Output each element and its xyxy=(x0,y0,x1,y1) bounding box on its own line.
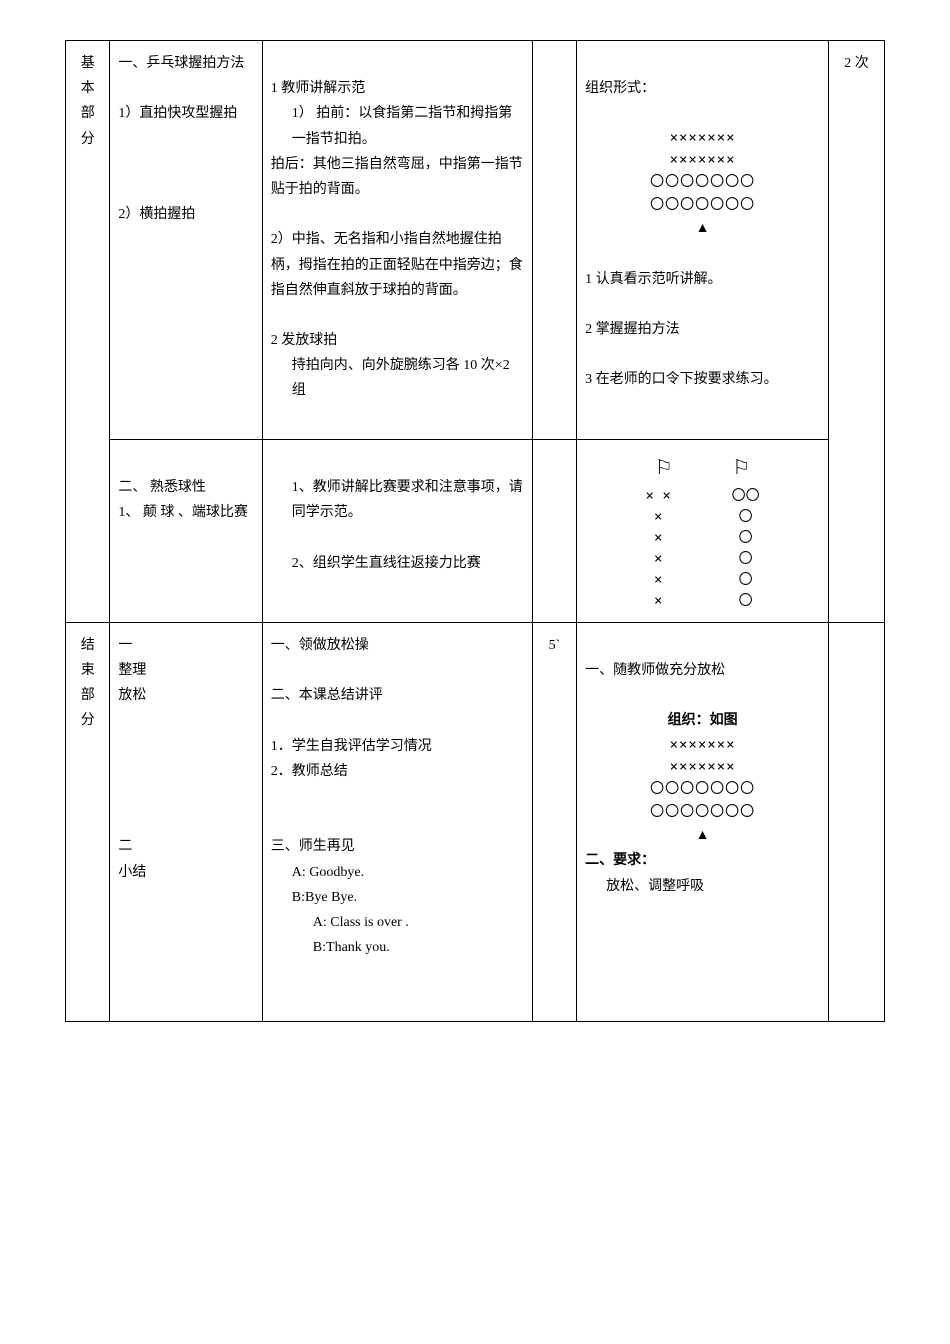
dialogue-line: B:Bye Bye. xyxy=(271,885,524,910)
requirement-item: 2 掌握握拍方法 xyxy=(585,317,820,342)
activity-sub: 2）中指、无名指和小指自然地握住拍柄，拇指在拍的正面轻贴在中指旁边；食指自然伸直… xyxy=(271,227,524,303)
time-cell xyxy=(532,41,576,440)
table-row: 二、 熟悉球性 1、 颠 球 、端球比赛 1、教师讲解比赛要求和注意事项，请同学… xyxy=(66,439,885,622)
section-label-end: 结 束 部 分 xyxy=(66,622,110,1021)
section-label-basic: 基 本 部 分 xyxy=(66,41,110,623)
content-item: 2）横拍握拍 xyxy=(118,202,253,227)
formation-o-row: 〇〇〇〇〇〇〇 xyxy=(585,801,820,823)
label-char: 分 xyxy=(74,127,101,152)
formation-o-row: 〇〇〇〇〇〇〇 xyxy=(585,778,820,800)
activity-paragraph: 1、教师讲解比赛要求和注意事项，请同学示范。 xyxy=(271,475,524,525)
student-activity-cell: 一、随教师做充分放松 组织：如图 ××××××× ××××××× 〇〇〇〇〇〇〇… xyxy=(577,622,829,1021)
activity-heading: 2 发放球拍 xyxy=(271,328,524,353)
content-item: 整理 xyxy=(118,658,253,683)
block-label: 二 xyxy=(118,834,253,859)
requirement-item: 3 在老师的口令下按要求练习。 xyxy=(585,367,820,392)
teacher-activity-cell: 一、领做放松操 二、本课总结讲评 1．学生自我评估学习情况 2．教师总结 三、师… xyxy=(262,622,532,1021)
dialogue-line: A: Class is over . xyxy=(271,910,524,935)
activity-heading: 1 教师讲解示范 xyxy=(271,76,524,101)
repeat-count: 2 次 xyxy=(844,56,869,71)
student-activity-cell: 组织形式： ××××××× ××××××× 〇〇〇〇〇〇〇 〇〇〇〇〇〇〇 ▲ … xyxy=(577,41,829,440)
relay-mark: 〇 xyxy=(732,570,760,591)
content-name-cell: 一、乒乓球握拍方法 1）直拍快攻型握拍 2）横拍握拍 xyxy=(110,41,262,440)
org-label: 组织：如图 xyxy=(585,708,820,733)
relay-left-col: × × × × × × × xyxy=(646,486,671,612)
requirement-item: 放松、调整呼吸 xyxy=(585,874,820,899)
activity-heading: 二、本课总结讲评 xyxy=(271,683,524,708)
time-cell xyxy=(532,439,576,622)
content-item: 放松 xyxy=(118,683,253,708)
teacher-activity-cell: 1、教师讲解比赛要求和注意事项，请同学示范。 2、组织学生直线往返接力比赛 xyxy=(262,439,532,622)
label-char: 分 xyxy=(74,708,101,733)
label-char: 本 xyxy=(74,76,101,101)
label-char: 结 xyxy=(74,633,101,658)
formation-x-row: ××××××× xyxy=(585,734,820,756)
content-item: 1、 颠 球 、端球比赛 xyxy=(118,500,253,525)
flag-icon: ⚐ xyxy=(732,450,750,486)
content-name-cell: 一 整理 放松 二 小结 xyxy=(110,622,262,1021)
lesson-plan-table: 基 本 部 分 一、乒乓球握拍方法 1）直拍快攻型握拍 2）横拍握拍 1 教师讲… xyxy=(65,40,885,1022)
flag-row: ⚐ ⚐ xyxy=(585,450,820,486)
activity-paragraph: 2、组织学生直线往返接力比赛 xyxy=(271,551,524,576)
time-value: 5` xyxy=(549,638,561,653)
activity-item: 1．学生自我评估学习情况 xyxy=(271,734,524,759)
relay-mark: × xyxy=(646,528,671,549)
dialogue-line: B:Thank you. xyxy=(271,935,524,960)
activity-sub: 1） 拍前：以食指第二指节和拇指第一指节扣拍。 xyxy=(271,101,524,151)
teacher-marker-icon: ▲ xyxy=(585,823,820,848)
label-char: 部 xyxy=(74,683,101,708)
label-char: 部 xyxy=(74,101,101,126)
relay-diagram: × × × × × × × 〇〇 〇 〇 〇 〇 〇 xyxy=(585,486,820,612)
student-heading: 一、随教师做充分放松 xyxy=(585,658,820,683)
time-cell: 5` xyxy=(532,622,576,1021)
activity-heading: 一、领做放松操 xyxy=(271,633,524,658)
student-activity-cell: ⚐ ⚐ × × × × × × × 〇〇 〇 〇 〇 〇 〇 xyxy=(577,439,829,622)
repeat-count-cell: 2 次 xyxy=(829,41,885,623)
content-item: 小结 xyxy=(118,860,253,885)
content-item: 1）直拍快攻型握拍 xyxy=(118,101,253,126)
flag-icon: ⚐ xyxy=(655,450,673,486)
relay-mark: 〇 xyxy=(732,507,760,528)
repeat-count-cell xyxy=(829,622,885,1021)
relay-mark: × xyxy=(646,591,671,612)
formation-o-row: 〇〇〇〇〇〇〇 xyxy=(585,194,820,216)
relay-top: 〇〇 xyxy=(732,486,760,507)
org-title: 组织形式： xyxy=(585,76,820,101)
table-row: 基 本 部 分 一、乒乓球握拍方法 1）直拍快攻型握拍 2）横拍握拍 1 教师讲… xyxy=(66,41,885,440)
relay-mark: × xyxy=(646,570,671,591)
activity-sub: 拍后：其他三指自然弯屈，中指第一指节贴于拍的背面。 xyxy=(271,152,524,202)
relay-top: × × xyxy=(646,486,671,507)
relay-mark: × xyxy=(646,549,671,570)
relay-mark: 〇 xyxy=(732,549,760,570)
activity-heading: 三、师生再见 xyxy=(271,834,524,859)
relay-mark: 〇 xyxy=(732,591,760,612)
formation-o-row: 〇〇〇〇〇〇〇 xyxy=(585,171,820,193)
requirement-item: 1 认真看示范听讲解。 xyxy=(585,267,820,292)
label-char: 基 xyxy=(74,51,101,76)
relay-mark: 〇 xyxy=(732,528,760,549)
content-title: 一、乒乓球握拍方法 xyxy=(118,51,253,76)
teacher-marker-icon: ▲ xyxy=(585,216,820,241)
dialogue-line: A: Goodbye. xyxy=(271,860,524,885)
activity-detail: 持拍向内、向外旋腕练习各 10 次×2 组 xyxy=(271,353,524,403)
formation-x-row: ××××××× xyxy=(585,756,820,778)
requirement-heading: 二、要求： xyxy=(585,848,820,873)
relay-mark: × xyxy=(646,507,671,528)
label-char: 束 xyxy=(74,658,101,683)
content-name-cell: 二、 熟悉球性 1、 颠 球 、端球比赛 xyxy=(110,439,262,622)
formation-x-row: ××××××× xyxy=(585,127,820,149)
table-row: 结 束 部 分 一 整理 放松 二 小结 一、领做放松操 二、本课总结讲评 1．… xyxy=(66,622,885,1021)
block-label: 一 xyxy=(118,633,253,658)
teacher-activity-cell: 1 教师讲解示范 1） 拍前：以食指第二指节和拇指第一指节扣拍。 拍后：其他三指… xyxy=(262,41,532,440)
relay-right-col: 〇〇 〇 〇 〇 〇 〇 xyxy=(732,486,760,612)
content-title: 二、 熟悉球性 xyxy=(118,475,253,500)
activity-item: 2．教师总结 xyxy=(271,759,524,784)
formation-x-row: ××××××× xyxy=(585,149,820,171)
